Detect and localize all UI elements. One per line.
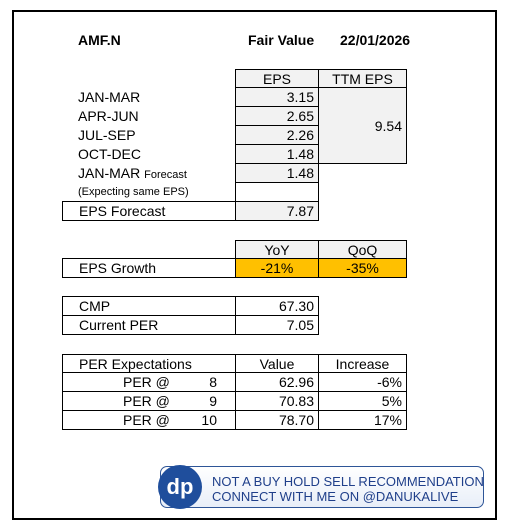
banner-text: NOT A BUY HOLD SELL RECOMMENDATION [212,474,484,489]
header-cell: Increase [318,354,407,373]
value-cell: 67.30 [235,296,319,316]
logo: dp [158,465,202,509]
label-cell: PER @ 9 [62,391,236,411]
per-label: PER @ [123,412,170,428]
row-label: APR-JUN [78,108,139,124]
eps-cell: 1.48 [235,163,319,183]
value-cell: 70.83 [235,391,319,411]
label-cell: PER @ 8 [62,372,236,392]
value-cell: 5% [318,391,407,411]
per-multiple: 10 [201,412,217,428]
note: (Expecting same EPS) [78,186,189,198]
header-cell: QoQ [318,240,407,259]
label-cell: PER @ 10 [62,410,236,430]
row-label-text: JAN-MAR [78,165,141,181]
date: 22/01/2026 [340,32,411,48]
per-label: PER @ [123,393,170,409]
per-multiple: 9 [209,393,217,409]
value-cell: -6% [318,372,407,392]
per-label: PER @ [123,374,170,390]
empty-cell [235,182,319,202]
header-cell: EPS [235,69,319,88]
eps-cell: 3.15 [235,87,319,107]
row-label: OCT-DEC [78,146,141,162]
value-cell: 7.87 [235,201,319,221]
row-label: JAN-MAR Forecast [78,164,187,183]
banner-text: CONNECT WITH ME ON @DANUKALIVE [212,489,459,504]
label-cell: EPS Forecast [62,201,236,221]
header-cell: TTM EPS [318,69,407,88]
per-multiple: 8 [209,374,217,390]
banner [160,466,484,508]
eps-cell: 2.26 [235,125,319,145]
value-cell: 62.96 [235,372,319,392]
eps-cell: 2.65 [235,106,319,126]
ttm-cell: 9.54 [318,87,407,164]
value-cell: -35% [318,258,407,278]
frame [12,10,497,520]
row-label-suffix: Forecast [144,169,187,181]
row-label: JAN-MAR [78,89,141,105]
row-label: JUL-SEP [78,127,136,143]
label-cell: CMP [62,296,236,316]
ticker: AMF.N [78,32,121,48]
eps-cell: 1.48 [235,144,319,164]
value-cell: -21% [235,258,319,278]
header-cell: Value [235,354,319,373]
header-cell: PER Expectations [62,354,236,373]
value-cell: 17% [318,410,407,430]
value-cell: 7.05 [235,315,319,335]
title: Fair Value [248,32,315,48]
label-cell: EPS Growth [62,258,236,278]
label-cell: Current PER [62,315,236,335]
header-cell: YoY [235,240,319,259]
value-cell: 78.70 [235,410,319,430]
